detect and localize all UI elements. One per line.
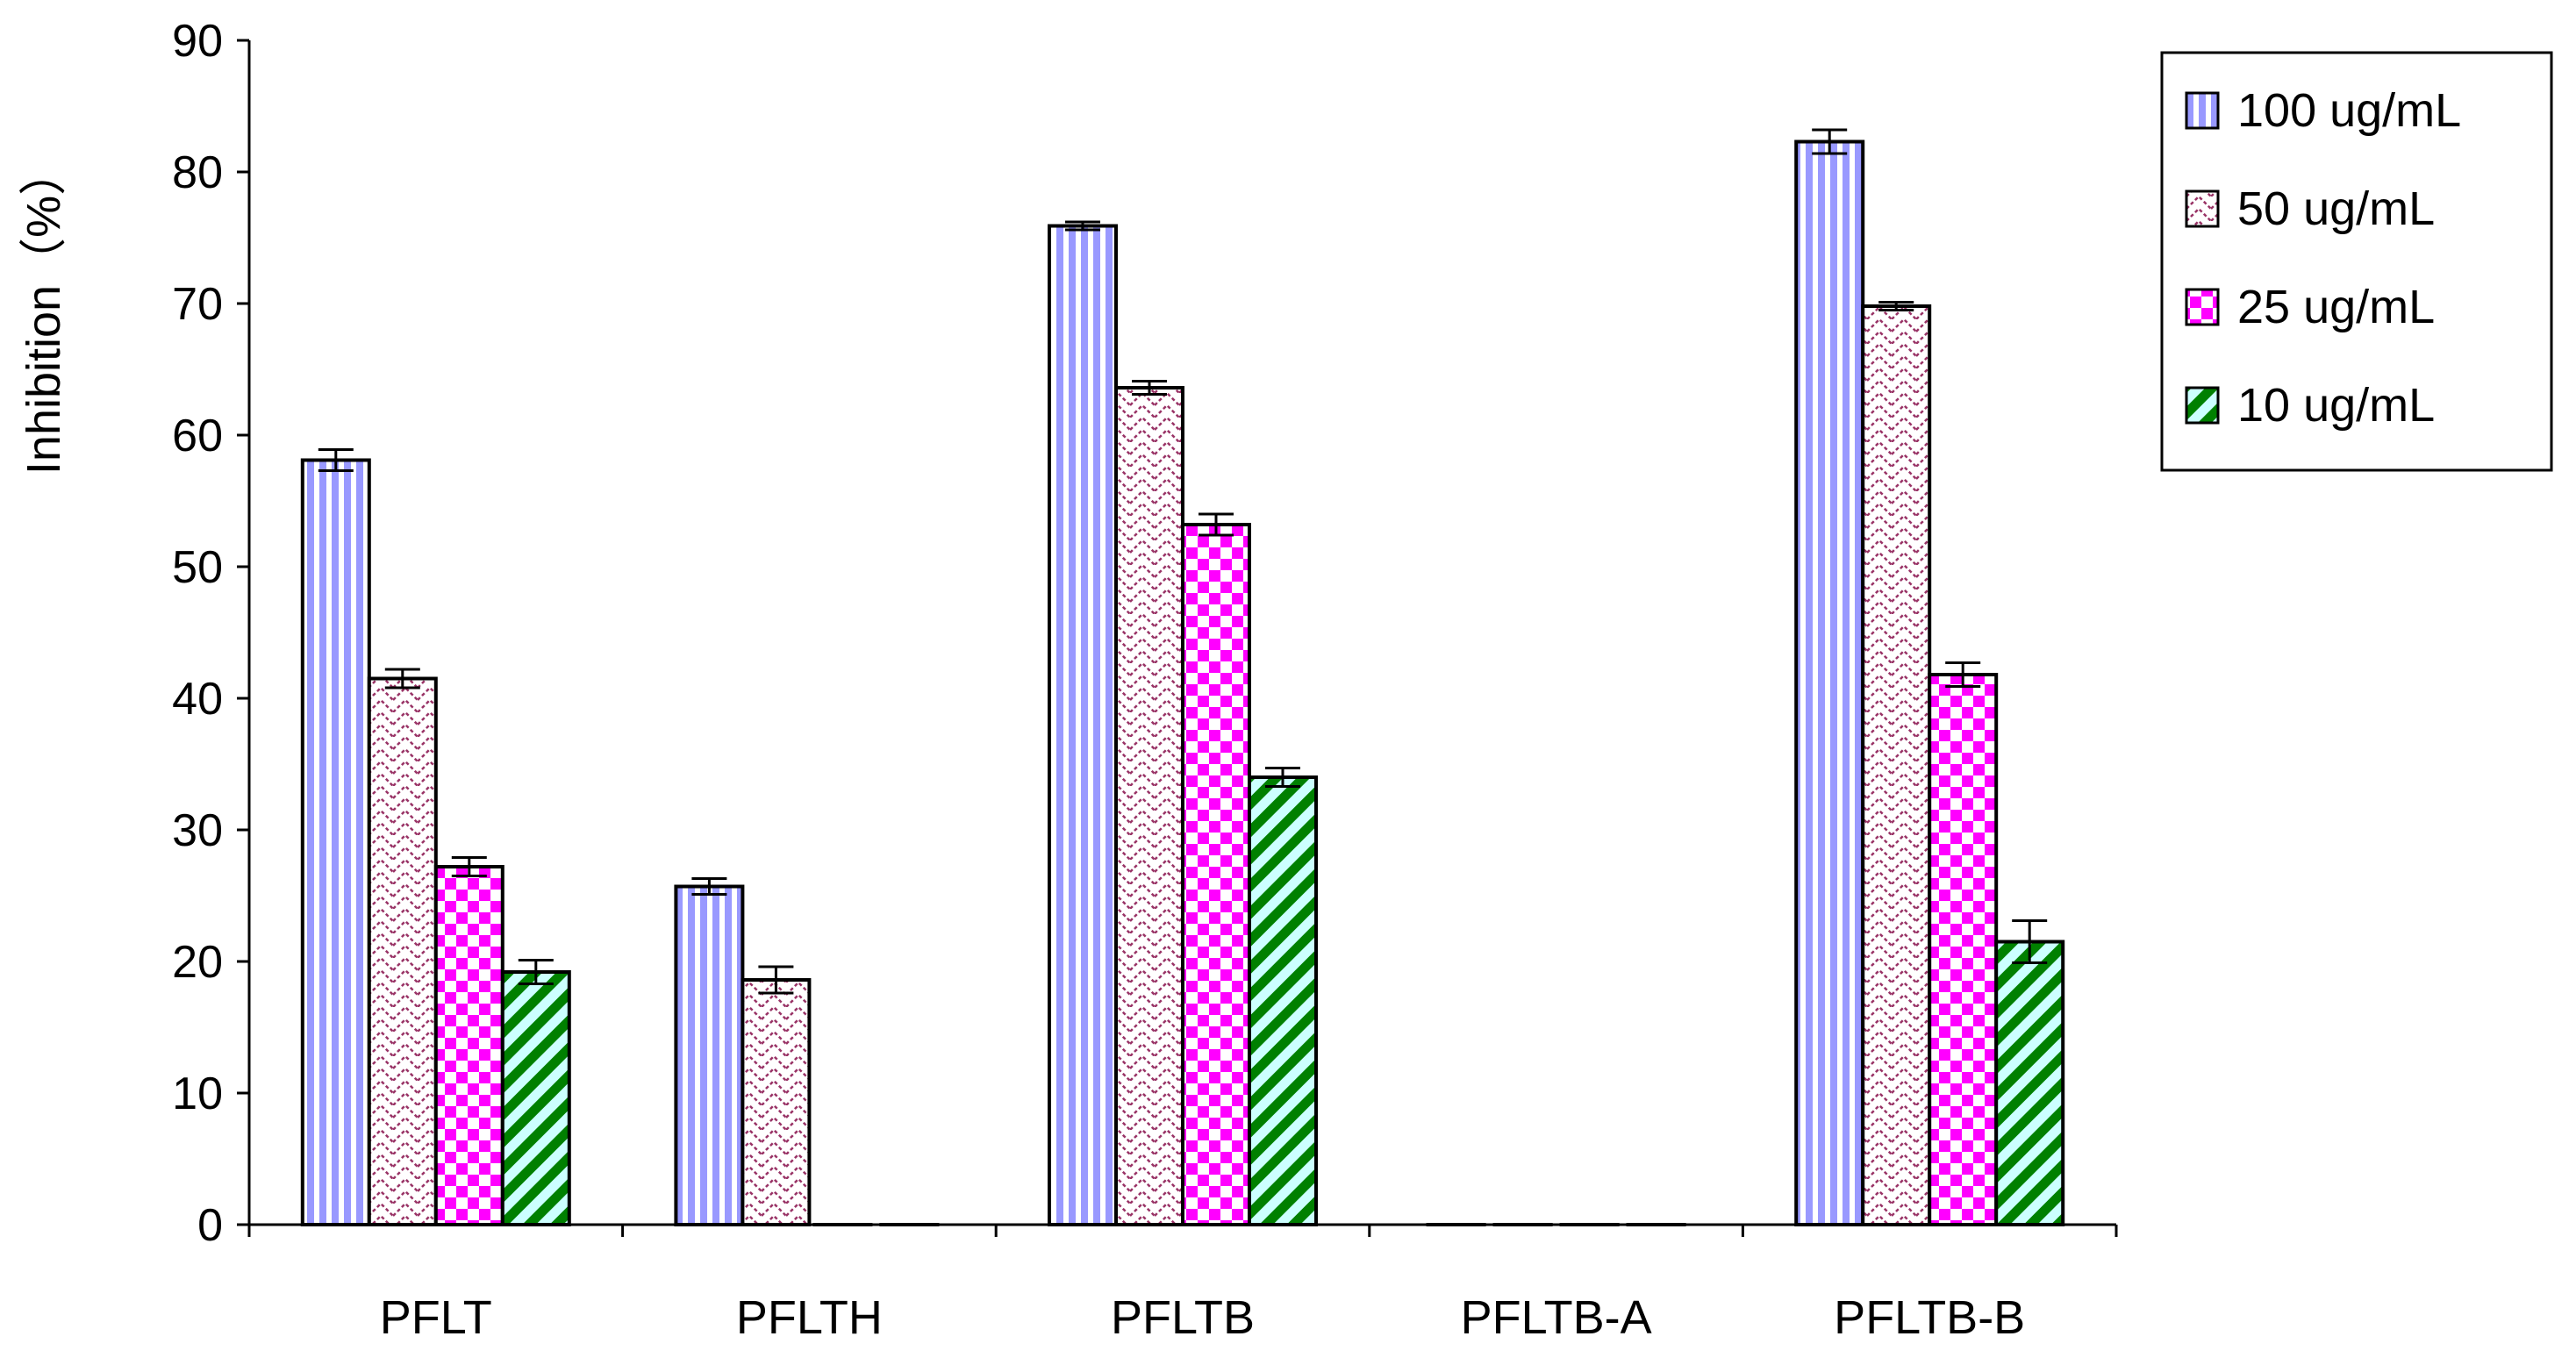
- bar-pfltb-1: [1048, 224, 1118, 1226]
- y-tick-label: 50: [172, 542, 223, 593]
- y-tick-label: 20: [172, 937, 223, 988]
- y-tick-label: 40: [172, 674, 223, 725]
- x-axis-labels: PFLT PFLTH PFLTB PFLTB-A PFLTB-B: [380, 1291, 2025, 1344]
- x-tick-label: PFLTB-A: [1461, 1291, 1652, 1344]
- bar-pflt-3: [433, 865, 504, 1226]
- x-tick-label: PFLT: [380, 1291, 492, 1344]
- bar-pflth-2: [741, 978, 812, 1226]
- legend-swatch: [2185, 189, 2220, 228]
- bar-pfltb-b-1: [1794, 139, 1865, 1226]
- y-tick-label: 10: [172, 1068, 223, 1119]
- y-tick-label: 60: [172, 411, 223, 461]
- x-tick-label: PFLTB: [1111, 1291, 1255, 1344]
- y-tick-label: 90: [172, 16, 223, 67]
- x-tick-label: PFLTH: [736, 1291, 883, 1344]
- legend-swatch: [2185, 386, 2220, 425]
- bar-pfltb-b-2: [1861, 304, 1932, 1226]
- bar-pflth-1: [674, 884, 745, 1226]
- legend-label: 100 ug/mL: [2237, 84, 2461, 137]
- legend-box: [2160, 51, 2553, 472]
- bar-pfltb-2: [1114, 386, 1184, 1226]
- bar-pfltb-4: [1248, 775, 1318, 1226]
- bars: [300, 139, 2065, 1226]
- legend-label: 50 ug/mL: [2237, 182, 2435, 235]
- legend: 100 ug/mL 50 ug/mL 25 ug/mL 10 ug/mL: [2160, 51, 2553, 472]
- y-tick-label: 0: [197, 1200, 223, 1251]
- legend-label: 25 ug/mL: [2237, 281, 2435, 333]
- legend-swatch: [2185, 288, 2220, 326]
- y-axis-ticks: 0 10 20 30 40 50 60 70 80 90: [172, 16, 249, 1251]
- y-axis-label: Inhibition（%）: [18, 148, 70, 475]
- bar-pfltb-b-3: [1928, 673, 1999, 1226]
- y-tick-label: 30: [172, 805, 223, 856]
- bar-pfltb-b-4: [1994, 940, 2065, 1226]
- legend-swatch: [2185, 91, 2220, 130]
- bar-pflt-1: [300, 458, 371, 1226]
- bar-pfltb-3: [1181, 523, 1251, 1226]
- bar-pflt-2: [367, 676, 438, 1226]
- x-tick-label: PFLTB-B: [1834, 1291, 2025, 1344]
- y-axis-title: Inhibition（%）: [18, 148, 70, 475]
- error-bars: [318, 128, 2048, 995]
- legend-label: 10 ug/mL: [2237, 379, 2435, 432]
- y-tick-label: 80: [172, 147, 223, 198]
- bar-pflt-4: [500, 970, 571, 1226]
- y-tick-label: 70: [172, 279, 223, 330]
